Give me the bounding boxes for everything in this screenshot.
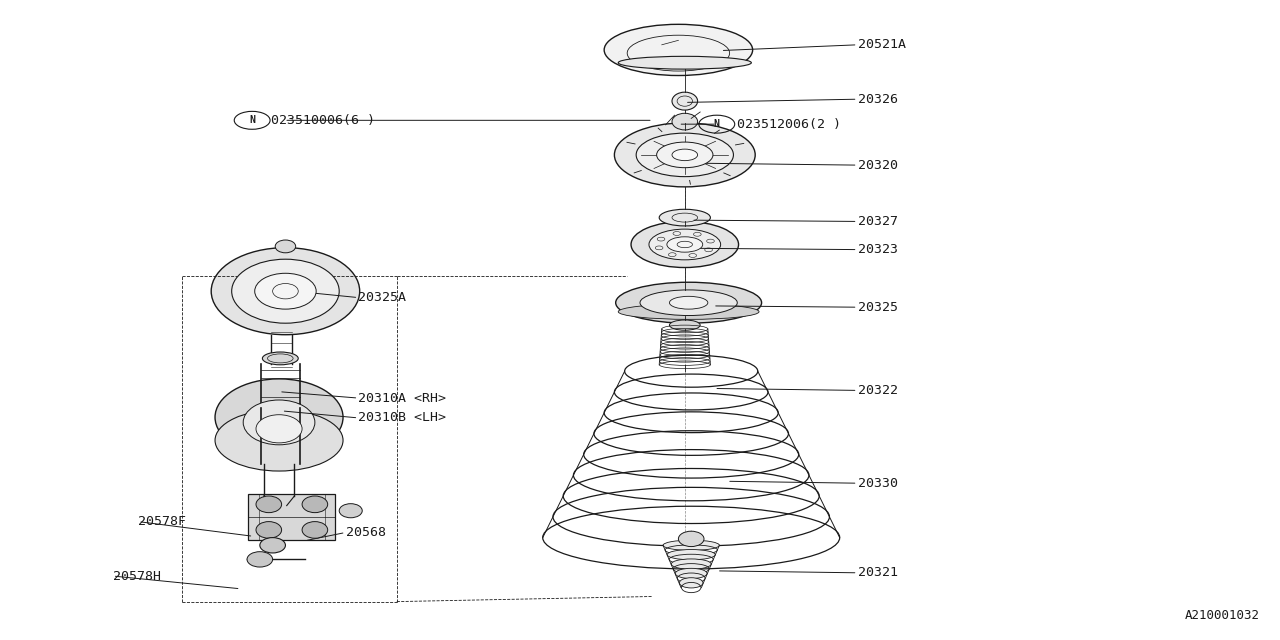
Ellipse shape bbox=[667, 237, 703, 252]
Ellipse shape bbox=[256, 415, 302, 443]
Text: 20325: 20325 bbox=[858, 301, 897, 314]
Ellipse shape bbox=[614, 123, 755, 187]
Ellipse shape bbox=[275, 240, 296, 253]
Ellipse shape bbox=[678, 531, 704, 547]
Ellipse shape bbox=[339, 504, 362, 518]
Text: 20568: 20568 bbox=[346, 526, 385, 539]
Ellipse shape bbox=[618, 304, 759, 319]
Ellipse shape bbox=[672, 92, 698, 110]
Ellipse shape bbox=[676, 568, 707, 579]
Ellipse shape bbox=[657, 142, 713, 168]
Text: A210001032: A210001032 bbox=[1184, 609, 1260, 622]
Ellipse shape bbox=[669, 320, 700, 330]
Ellipse shape bbox=[302, 496, 328, 513]
Ellipse shape bbox=[663, 540, 719, 550]
Ellipse shape bbox=[243, 400, 315, 445]
Ellipse shape bbox=[669, 296, 708, 309]
Text: 20325A: 20325A bbox=[358, 291, 407, 304]
Text: 20326: 20326 bbox=[858, 93, 897, 106]
Text: 20330: 20330 bbox=[858, 477, 897, 490]
Ellipse shape bbox=[215, 410, 343, 471]
Ellipse shape bbox=[671, 559, 712, 569]
Ellipse shape bbox=[211, 248, 360, 335]
Ellipse shape bbox=[302, 522, 328, 538]
Ellipse shape bbox=[649, 229, 721, 260]
Ellipse shape bbox=[232, 259, 339, 323]
Text: 023512006(2 ): 023512006(2 ) bbox=[737, 118, 841, 131]
Text: 20578H: 20578H bbox=[113, 570, 161, 582]
Ellipse shape bbox=[680, 578, 703, 588]
Text: 20578F: 20578F bbox=[138, 515, 187, 528]
Ellipse shape bbox=[672, 113, 698, 130]
Text: 20322: 20322 bbox=[858, 384, 897, 397]
Ellipse shape bbox=[616, 282, 762, 323]
Ellipse shape bbox=[255, 273, 316, 309]
Text: 20310A <RH>: 20310A <RH> bbox=[358, 392, 447, 404]
Ellipse shape bbox=[256, 496, 282, 513]
Ellipse shape bbox=[262, 352, 298, 365]
Text: 20321: 20321 bbox=[858, 566, 897, 579]
Ellipse shape bbox=[636, 133, 733, 177]
Ellipse shape bbox=[247, 552, 273, 567]
Ellipse shape bbox=[672, 149, 698, 161]
Ellipse shape bbox=[631, 221, 739, 268]
Text: 023510006(6 ): 023510006(6 ) bbox=[271, 114, 375, 127]
FancyBboxPatch shape bbox=[248, 494, 335, 540]
Ellipse shape bbox=[659, 209, 710, 226]
Text: N: N bbox=[250, 115, 255, 125]
Ellipse shape bbox=[604, 24, 753, 76]
Text: 20521A: 20521A bbox=[858, 38, 906, 51]
Text: 20320: 20320 bbox=[858, 159, 897, 172]
Ellipse shape bbox=[640, 290, 737, 316]
Ellipse shape bbox=[256, 522, 282, 538]
Ellipse shape bbox=[667, 550, 716, 560]
Ellipse shape bbox=[215, 379, 343, 456]
Text: N: N bbox=[714, 119, 719, 129]
Ellipse shape bbox=[260, 538, 285, 553]
Ellipse shape bbox=[618, 56, 751, 69]
Text: 20323: 20323 bbox=[858, 243, 897, 256]
Text: 20310B <LH>: 20310B <LH> bbox=[358, 412, 447, 424]
Text: 20327: 20327 bbox=[858, 215, 897, 228]
